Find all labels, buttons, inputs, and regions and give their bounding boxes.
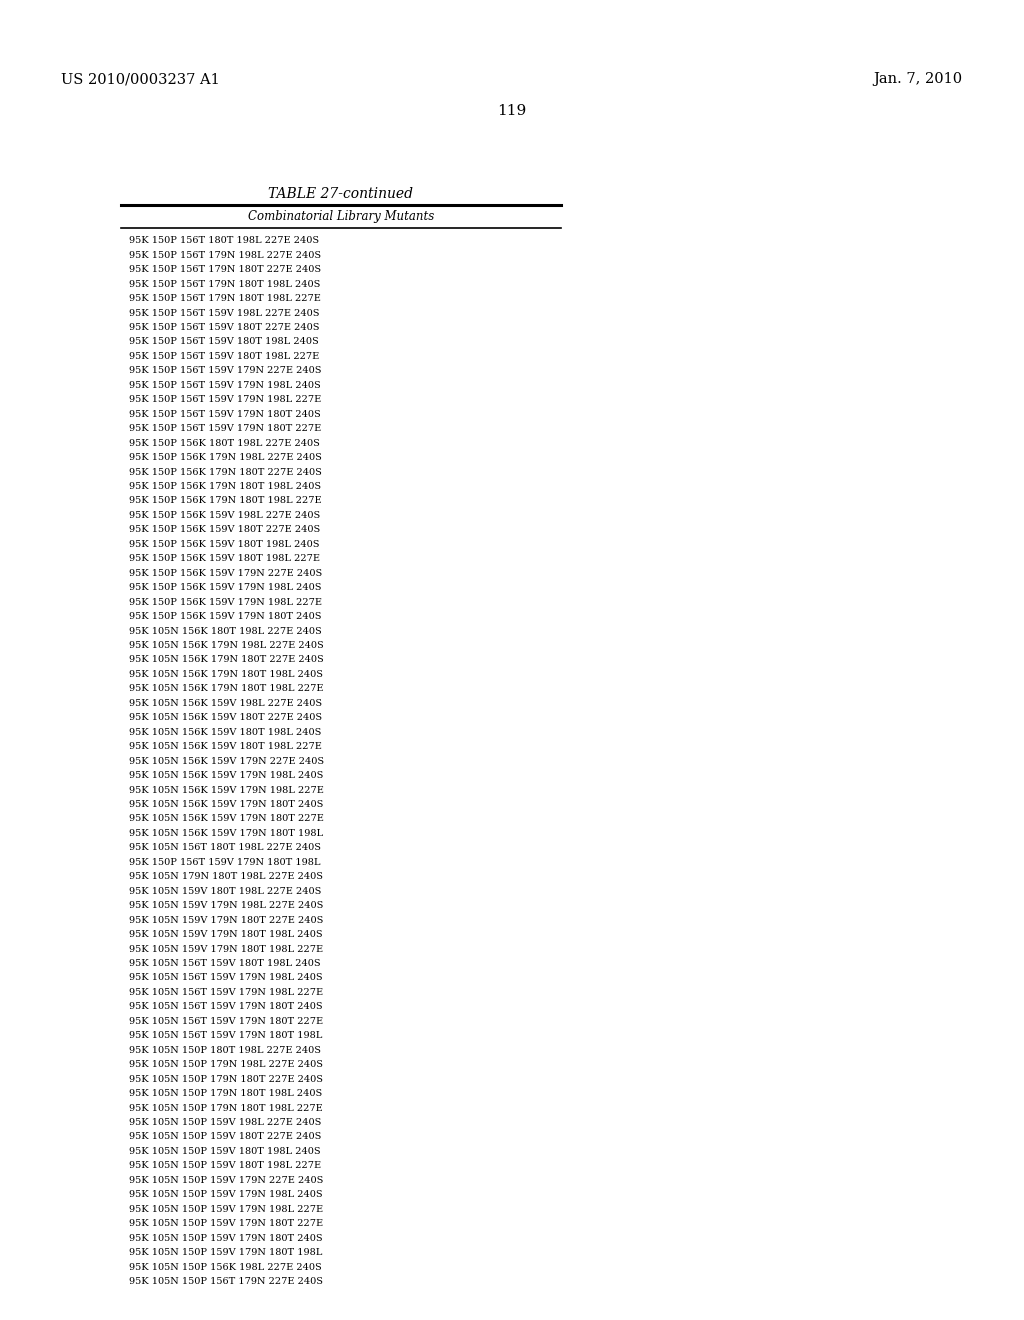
Text: 95K 150P 156K 179N 180T 227E 240S: 95K 150P 156K 179N 180T 227E 240S [129, 467, 322, 477]
Text: 95K 150P 156T 179N 180T 227E 240S: 95K 150P 156T 179N 180T 227E 240S [129, 265, 322, 275]
Text: 95K 105N 156T 159V 180T 198L 240S: 95K 105N 156T 159V 180T 198L 240S [129, 958, 321, 968]
Text: 95K 150P 156T 159V 179N 227E 240S: 95K 150P 156T 159V 179N 227E 240S [129, 367, 322, 375]
Text: 95K 150P 156T 179N 180T 198L 240S: 95K 150P 156T 179N 180T 198L 240S [129, 280, 321, 289]
Text: 95K 150P 156T 159V 179N 198L 227E: 95K 150P 156T 159V 179N 198L 227E [129, 395, 322, 404]
Text: 95K 105N 156K 159V 180T 198L 227E: 95K 105N 156K 159V 180T 198L 227E [129, 742, 322, 751]
Text: 95K 150P 156T 159V 180T 227E 240S: 95K 150P 156T 159V 180T 227E 240S [129, 323, 319, 333]
Text: 95K 150P 156T 159V 179N 180T 198L: 95K 150P 156T 159V 179N 180T 198L [129, 858, 321, 867]
Text: 95K 105N 150P 179N 180T 198L 227E: 95K 105N 150P 179N 180T 198L 227E [129, 1104, 323, 1113]
Text: 95K 105N 156K 179N 180T 198L 227E: 95K 105N 156K 179N 180T 198L 227E [129, 684, 324, 693]
Text: 95K 105N 150P 159V 179N 198L 227E: 95K 105N 150P 159V 179N 198L 227E [129, 1205, 324, 1213]
Text: 95K 105N 156K 159V 180T 227E 240S: 95K 105N 156K 159V 180T 227E 240S [129, 713, 323, 722]
Text: 95K 150P 156T 180T 198L 227E 240S: 95K 150P 156T 180T 198L 227E 240S [129, 236, 319, 246]
Text: 95K 105N 159V 179N 198L 227E 240S: 95K 105N 159V 179N 198L 227E 240S [129, 902, 324, 911]
Text: 95K 150P 156T 159V 179N 198L 240S: 95K 150P 156T 159V 179N 198L 240S [129, 381, 321, 389]
Text: 95K 105N 156K 159V 179N 198L 240S: 95K 105N 156K 159V 179N 198L 240S [129, 771, 324, 780]
Text: 119: 119 [498, 104, 526, 117]
Text: 95K 105N 156T 159V 179N 180T 227E: 95K 105N 156T 159V 179N 180T 227E [129, 1016, 324, 1026]
Text: 95K 150P 156T 179N 198L 227E 240S: 95K 150P 156T 179N 198L 227E 240S [129, 251, 322, 260]
Text: 95K 150P 156K 179N 180T 198L 240S: 95K 150P 156K 179N 180T 198L 240S [129, 482, 322, 491]
Text: 95K 105N 159V 179N 180T 227E 240S: 95K 105N 159V 179N 180T 227E 240S [129, 916, 324, 924]
Text: 95K 150P 156T 159V 198L 227E 240S: 95K 150P 156T 159V 198L 227E 240S [129, 309, 319, 318]
Text: 95K 150P 156K 159V 179N 180T 240S: 95K 150P 156K 159V 179N 180T 240S [129, 612, 322, 622]
Text: 95K 105N 150P 159V 198L 227E 240S: 95K 105N 150P 159V 198L 227E 240S [129, 1118, 322, 1127]
Text: 95K 105N 156K 159V 179N 180T 240S: 95K 105N 156K 159V 179N 180T 240S [129, 800, 324, 809]
Text: 95K 105N 150P 180T 198L 227E 240S: 95K 105N 150P 180T 198L 227E 240S [129, 1045, 322, 1055]
Text: 95K 150P 156K 159V 179N 198L 227E: 95K 150P 156K 159V 179N 198L 227E [129, 598, 322, 607]
Text: 95K 105N 156K 159V 179N 227E 240S: 95K 105N 156K 159V 179N 227E 240S [129, 756, 325, 766]
Text: 95K 105N 156K 159V 179N 180T 198L: 95K 105N 156K 159V 179N 180T 198L [129, 829, 324, 838]
Text: 95K 150P 156K 159V 179N 198L 240S: 95K 150P 156K 159V 179N 198L 240S [129, 583, 322, 593]
Text: 95K 105N 150P 159V 180T 227E 240S: 95K 105N 150P 159V 180T 227E 240S [129, 1133, 322, 1142]
Text: 95K 105N 156T 159V 179N 180T 198L: 95K 105N 156T 159V 179N 180T 198L [129, 1031, 323, 1040]
Text: 95K 150P 156T 159V 179N 180T 240S: 95K 150P 156T 159V 179N 180T 240S [129, 409, 321, 418]
Text: 95K 105N 150P 179N 180T 198L 240S: 95K 105N 150P 179N 180T 198L 240S [129, 1089, 323, 1098]
Text: 95K 105N 156T 159V 179N 180T 240S: 95K 105N 156T 159V 179N 180T 240S [129, 1002, 323, 1011]
Text: 95K 105N 159V 180T 198L 227E 240S: 95K 105N 159V 180T 198L 227E 240S [129, 887, 322, 896]
Text: 95K 105N 150P 179N 180T 227E 240S: 95K 105N 150P 179N 180T 227E 240S [129, 1074, 323, 1084]
Text: 95K 105N 150P 159V 180T 198L 240S: 95K 105N 150P 159V 180T 198L 240S [129, 1147, 321, 1156]
Text: Combinatorial Library Mutants: Combinatorial Library Mutants [248, 210, 434, 223]
Text: 95K 150P 156K 159V 180T 198L 227E: 95K 150P 156K 159V 180T 198L 227E [129, 554, 321, 564]
Text: 95K 105N 156T 180T 198L 227E 240S: 95K 105N 156T 180T 198L 227E 240S [129, 843, 322, 853]
Text: 95K 105N 150P 159V 180T 198L 227E: 95K 105N 150P 159V 180T 198L 227E [129, 1162, 322, 1171]
Text: 95K 150P 156T 159V 180T 198L 240S: 95K 150P 156T 159V 180T 198L 240S [129, 338, 318, 346]
Text: 95K 105N 150P 159V 179N 198L 240S: 95K 105N 150P 159V 179N 198L 240S [129, 1191, 323, 1200]
Text: 95K 105N 156K 179N 180T 227E 240S: 95K 105N 156K 179N 180T 227E 240S [129, 656, 324, 664]
Text: 95K 105N 150P 179N 198L 227E 240S: 95K 105N 150P 179N 198L 227E 240S [129, 1060, 323, 1069]
Text: 95K 105N 150P 159V 179N 180T 198L: 95K 105N 150P 159V 179N 180T 198L [129, 1249, 323, 1257]
Text: 95K 105N 150P 159V 179N 227E 240S: 95K 105N 150P 159V 179N 227E 240S [129, 1176, 324, 1185]
Text: 95K 150P 156K 159V 180T 198L 240S: 95K 150P 156K 159V 180T 198L 240S [129, 540, 319, 549]
Text: 95K 150P 156K 179N 198L 227E 240S: 95K 150P 156K 179N 198L 227E 240S [129, 453, 322, 462]
Text: 95K 105N 150P 156K 198L 227E 240S: 95K 105N 150P 156K 198L 227E 240S [129, 1262, 322, 1271]
Text: 95K 105N 150P 156T 179N 227E 240S: 95K 105N 150P 156T 179N 227E 240S [129, 1276, 323, 1286]
Text: 95K 105N 156K 159V 179N 180T 227E: 95K 105N 156K 159V 179N 180T 227E [129, 814, 324, 824]
Text: 95K 105N 156K 159V 180T 198L 240S: 95K 105N 156K 159V 180T 198L 240S [129, 727, 322, 737]
Text: 95K 105N 150P 159V 179N 180T 227E: 95K 105N 150P 159V 179N 180T 227E [129, 1220, 324, 1228]
Text: 95K 150P 156T 179N 180T 198L 227E: 95K 150P 156T 179N 180T 198L 227E [129, 294, 321, 304]
Text: 95K 105N 156K 180T 198L 227E 240S: 95K 105N 156K 180T 198L 227E 240S [129, 627, 322, 635]
Text: 95K 150P 156T 159V 180T 198L 227E: 95K 150P 156T 159V 180T 198L 227E [129, 352, 319, 360]
Text: 95K 150P 156T 159V 179N 180T 227E: 95K 150P 156T 159V 179N 180T 227E [129, 424, 322, 433]
Text: 95K 105N 156K 179N 180T 198L 240S: 95K 105N 156K 179N 180T 198L 240S [129, 671, 323, 678]
Text: 95K 150P 156K 159V 179N 227E 240S: 95K 150P 156K 159V 179N 227E 240S [129, 569, 323, 578]
Text: TABLE 27-continued: TABLE 27-continued [268, 187, 414, 201]
Text: 95K 105N 156T 159V 179N 198L 240S: 95K 105N 156T 159V 179N 198L 240S [129, 973, 323, 982]
Text: US 2010/0003237 A1: US 2010/0003237 A1 [61, 73, 220, 86]
Text: 95K 105N 156K 179N 198L 227E 240S: 95K 105N 156K 179N 198L 227E 240S [129, 642, 324, 649]
Text: 95K 150P 156K 180T 198L 227E 240S: 95K 150P 156K 180T 198L 227E 240S [129, 438, 319, 447]
Text: 95K 105N 156T 159V 179N 198L 227E: 95K 105N 156T 159V 179N 198L 227E [129, 987, 324, 997]
Text: 95K 150P 156K 179N 180T 198L 227E: 95K 150P 156K 179N 180T 198L 227E [129, 496, 322, 506]
Text: Jan. 7, 2010: Jan. 7, 2010 [873, 73, 963, 86]
Text: 95K 105N 179N 180T 198L 227E 240S: 95K 105N 179N 180T 198L 227E 240S [129, 873, 323, 882]
Text: 95K 150P 156K 159V 198L 227E 240S: 95K 150P 156K 159V 198L 227E 240S [129, 511, 321, 520]
Text: 95K 105N 156K 159V 179N 198L 227E: 95K 105N 156K 159V 179N 198L 227E [129, 785, 324, 795]
Text: 95K 105N 156K 159V 198L 227E 240S: 95K 105N 156K 159V 198L 227E 240S [129, 698, 323, 708]
Text: 95K 105N 159V 179N 180T 198L 227E: 95K 105N 159V 179N 180T 198L 227E [129, 945, 324, 953]
Text: 95K 150P 156K 159V 180T 227E 240S: 95K 150P 156K 159V 180T 227E 240S [129, 525, 321, 535]
Text: 95K 105N 150P 159V 179N 180T 240S: 95K 105N 150P 159V 179N 180T 240S [129, 1234, 323, 1242]
Text: 95K 105N 159V 179N 180T 198L 240S: 95K 105N 159V 179N 180T 198L 240S [129, 931, 323, 939]
